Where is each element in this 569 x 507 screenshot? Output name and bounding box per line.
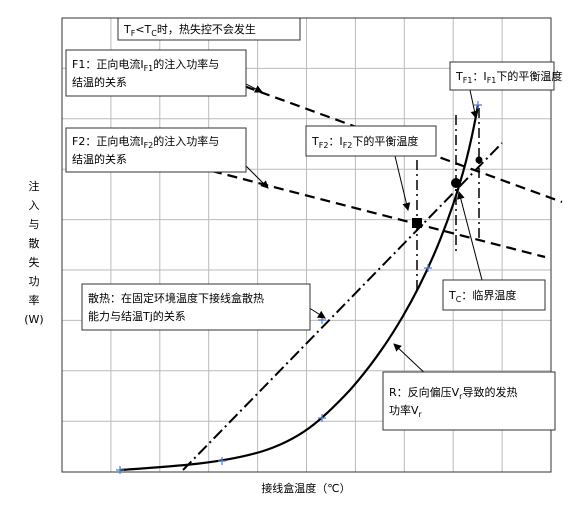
text-run: 散热：在固定环境温度下接线盒散热 — [88, 291, 264, 305]
text-run: ：I — [328, 135, 342, 148]
text-run: <T — [135, 23, 151, 36]
text-run: F — [131, 29, 136, 38]
plot-frame — [61, 17, 552, 473]
y-axis-label: 率 — [29, 293, 40, 307]
text-run: 结温的关系 — [72, 152, 127, 166]
text-run: F2 — [319, 141, 329, 150]
text-run: F2 — [144, 141, 154, 150]
label-text: TF2：IF2下的平衡温度 — [311, 134, 418, 150]
text-run: 结温的关系 — [72, 75, 127, 89]
text-run: 的注入功率与 — [153, 134, 219, 148]
x-axis-label: 接线盒温度（℃） — [261, 481, 350, 495]
text-run: F1 — [487, 76, 497, 85]
y-axis-label: 散 — [29, 236, 40, 250]
r-curve — [119, 104, 480, 472]
label-box — [65, 49, 247, 97]
text-run: ：I — [472, 70, 486, 83]
label-text: TF1：IF1下的平衡温度 — [455, 69, 562, 85]
text-run: F1：正向电流I — [72, 57, 144, 71]
text-run: r — [419, 410, 423, 419]
text-run: r — [459, 392, 463, 401]
label-text: 散热：在固定环境温度下接线盒散热 — [88, 291, 264, 305]
label-box — [382, 371, 556, 431]
label-text: 结温的关系 — [72, 152, 127, 166]
label-text: 结温的关系 — [72, 75, 127, 89]
text-run: 下的平衡温度 — [352, 134, 418, 148]
title: TF<TC时，热失控不会发生 — [123, 22, 256, 38]
text-run: 能力与结温Tj的关系 — [88, 309, 186, 323]
curve-points — [116, 101, 482, 474]
text-run: 下的平衡温度 — [496, 69, 562, 83]
y-axis-label: 注 — [29, 179, 40, 193]
y-axis-label: 功 — [29, 275, 40, 288]
label-text: 能力与结温Tj的关系 — [88, 309, 186, 323]
text-run: T — [311, 135, 319, 148]
text-run: T — [448, 289, 456, 302]
label-box — [65, 127, 247, 173]
text-run: F1 — [144, 64, 154, 73]
label-box — [442, 279, 546, 311]
label-text: TC：临界温度 — [448, 288, 516, 304]
y-axis-label: (W) — [24, 313, 43, 326]
y-axis-label: 入 — [29, 199, 40, 212]
text-run: C — [456, 295, 462, 304]
text-run: T — [123, 23, 131, 36]
tf1-point — [475, 156, 483, 164]
label-text: 功率Vr — [389, 403, 423, 419]
text-run: F2 — [343, 141, 353, 150]
label-box — [305, 125, 437, 157]
text-run: 时，热失控不会发生 — [157, 22, 256, 36]
text-run: ：临界温度 — [461, 288, 516, 302]
text-run: F2：正向电流I — [72, 134, 144, 148]
text-run: 导致的发热 — [462, 385, 517, 399]
label-text: F1：正向电流IF1的注入功率与 — [72, 57, 219, 73]
text-run: F1 — [463, 76, 473, 85]
tc-point — [451, 178, 461, 188]
label-text: F2：正向电流IF2的注入功率与 — [72, 134, 219, 150]
label-box — [449, 61, 555, 91]
text-run: 功率V — [389, 403, 419, 417]
label-box — [81, 283, 311, 331]
text-run: 的注入功率与 — [153, 57, 219, 71]
y-axis-label: 失 — [29, 256, 40, 269]
y-axis-label: 与 — [29, 218, 40, 231]
text-run: R：反向偏压V — [389, 385, 460, 399]
text-run: C — [151, 29, 157, 38]
tf2-point — [412, 218, 422, 228]
title-box — [117, 17, 301, 41]
text-run: T — [455, 70, 463, 83]
label-text: R：反向偏压Vr导致的发热 — [389, 385, 517, 401]
heat-dissipation-line — [182, 142, 503, 471]
